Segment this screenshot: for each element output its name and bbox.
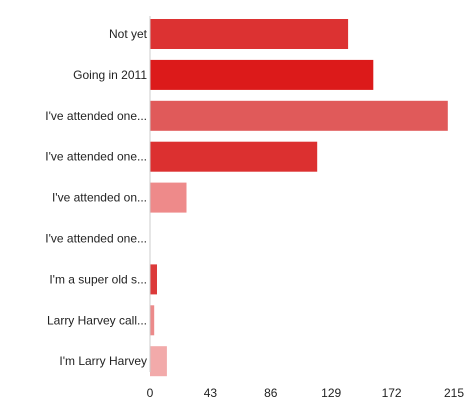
category-label-1: Not yet: [109, 27, 148, 41]
x-tick-label-86: 86: [264, 386, 278, 400]
bar-1: [150, 19, 349, 49]
bar-5: [150, 182, 187, 213]
category-label-4: I've attended one...: [45, 150, 147, 164]
category-label-8: Larry Harvey call...: [47, 313, 147, 327]
x-tick-label-0: 0: [147, 386, 154, 400]
bar-3: [150, 100, 448, 131]
bar-7: [150, 264, 157, 295]
category-label-3: I've attended one...: [45, 109, 147, 123]
x-tick-label-215: 215: [444, 386, 464, 400]
category-label-9: I'm Larry Harvey: [59, 354, 147, 368]
x-tick-labels: 0 43 86 129 172 215: [147, 386, 465, 400]
bar-9: [150, 346, 167, 377]
bar-4: [150, 141, 318, 172]
bar-2: [150, 59, 374, 90]
chart-bars: [150, 19, 448, 377]
category-label-7: I'm a super old s...: [49, 272, 147, 286]
x-tick-label-172: 172: [382, 386, 402, 400]
category-label-6: I've attended one...: [45, 232, 147, 246]
category-label-5: I've attended on...: [52, 191, 147, 205]
category-label-2: Going in 2011: [73, 68, 147, 82]
x-tick-label-129: 129: [321, 386, 341, 400]
bar-8: [150, 305, 155, 336]
category-labels: Not yet Going in 2011 I've attended one...…: [45, 27, 147, 368]
x-tick-label-43: 43: [204, 386, 218, 400]
